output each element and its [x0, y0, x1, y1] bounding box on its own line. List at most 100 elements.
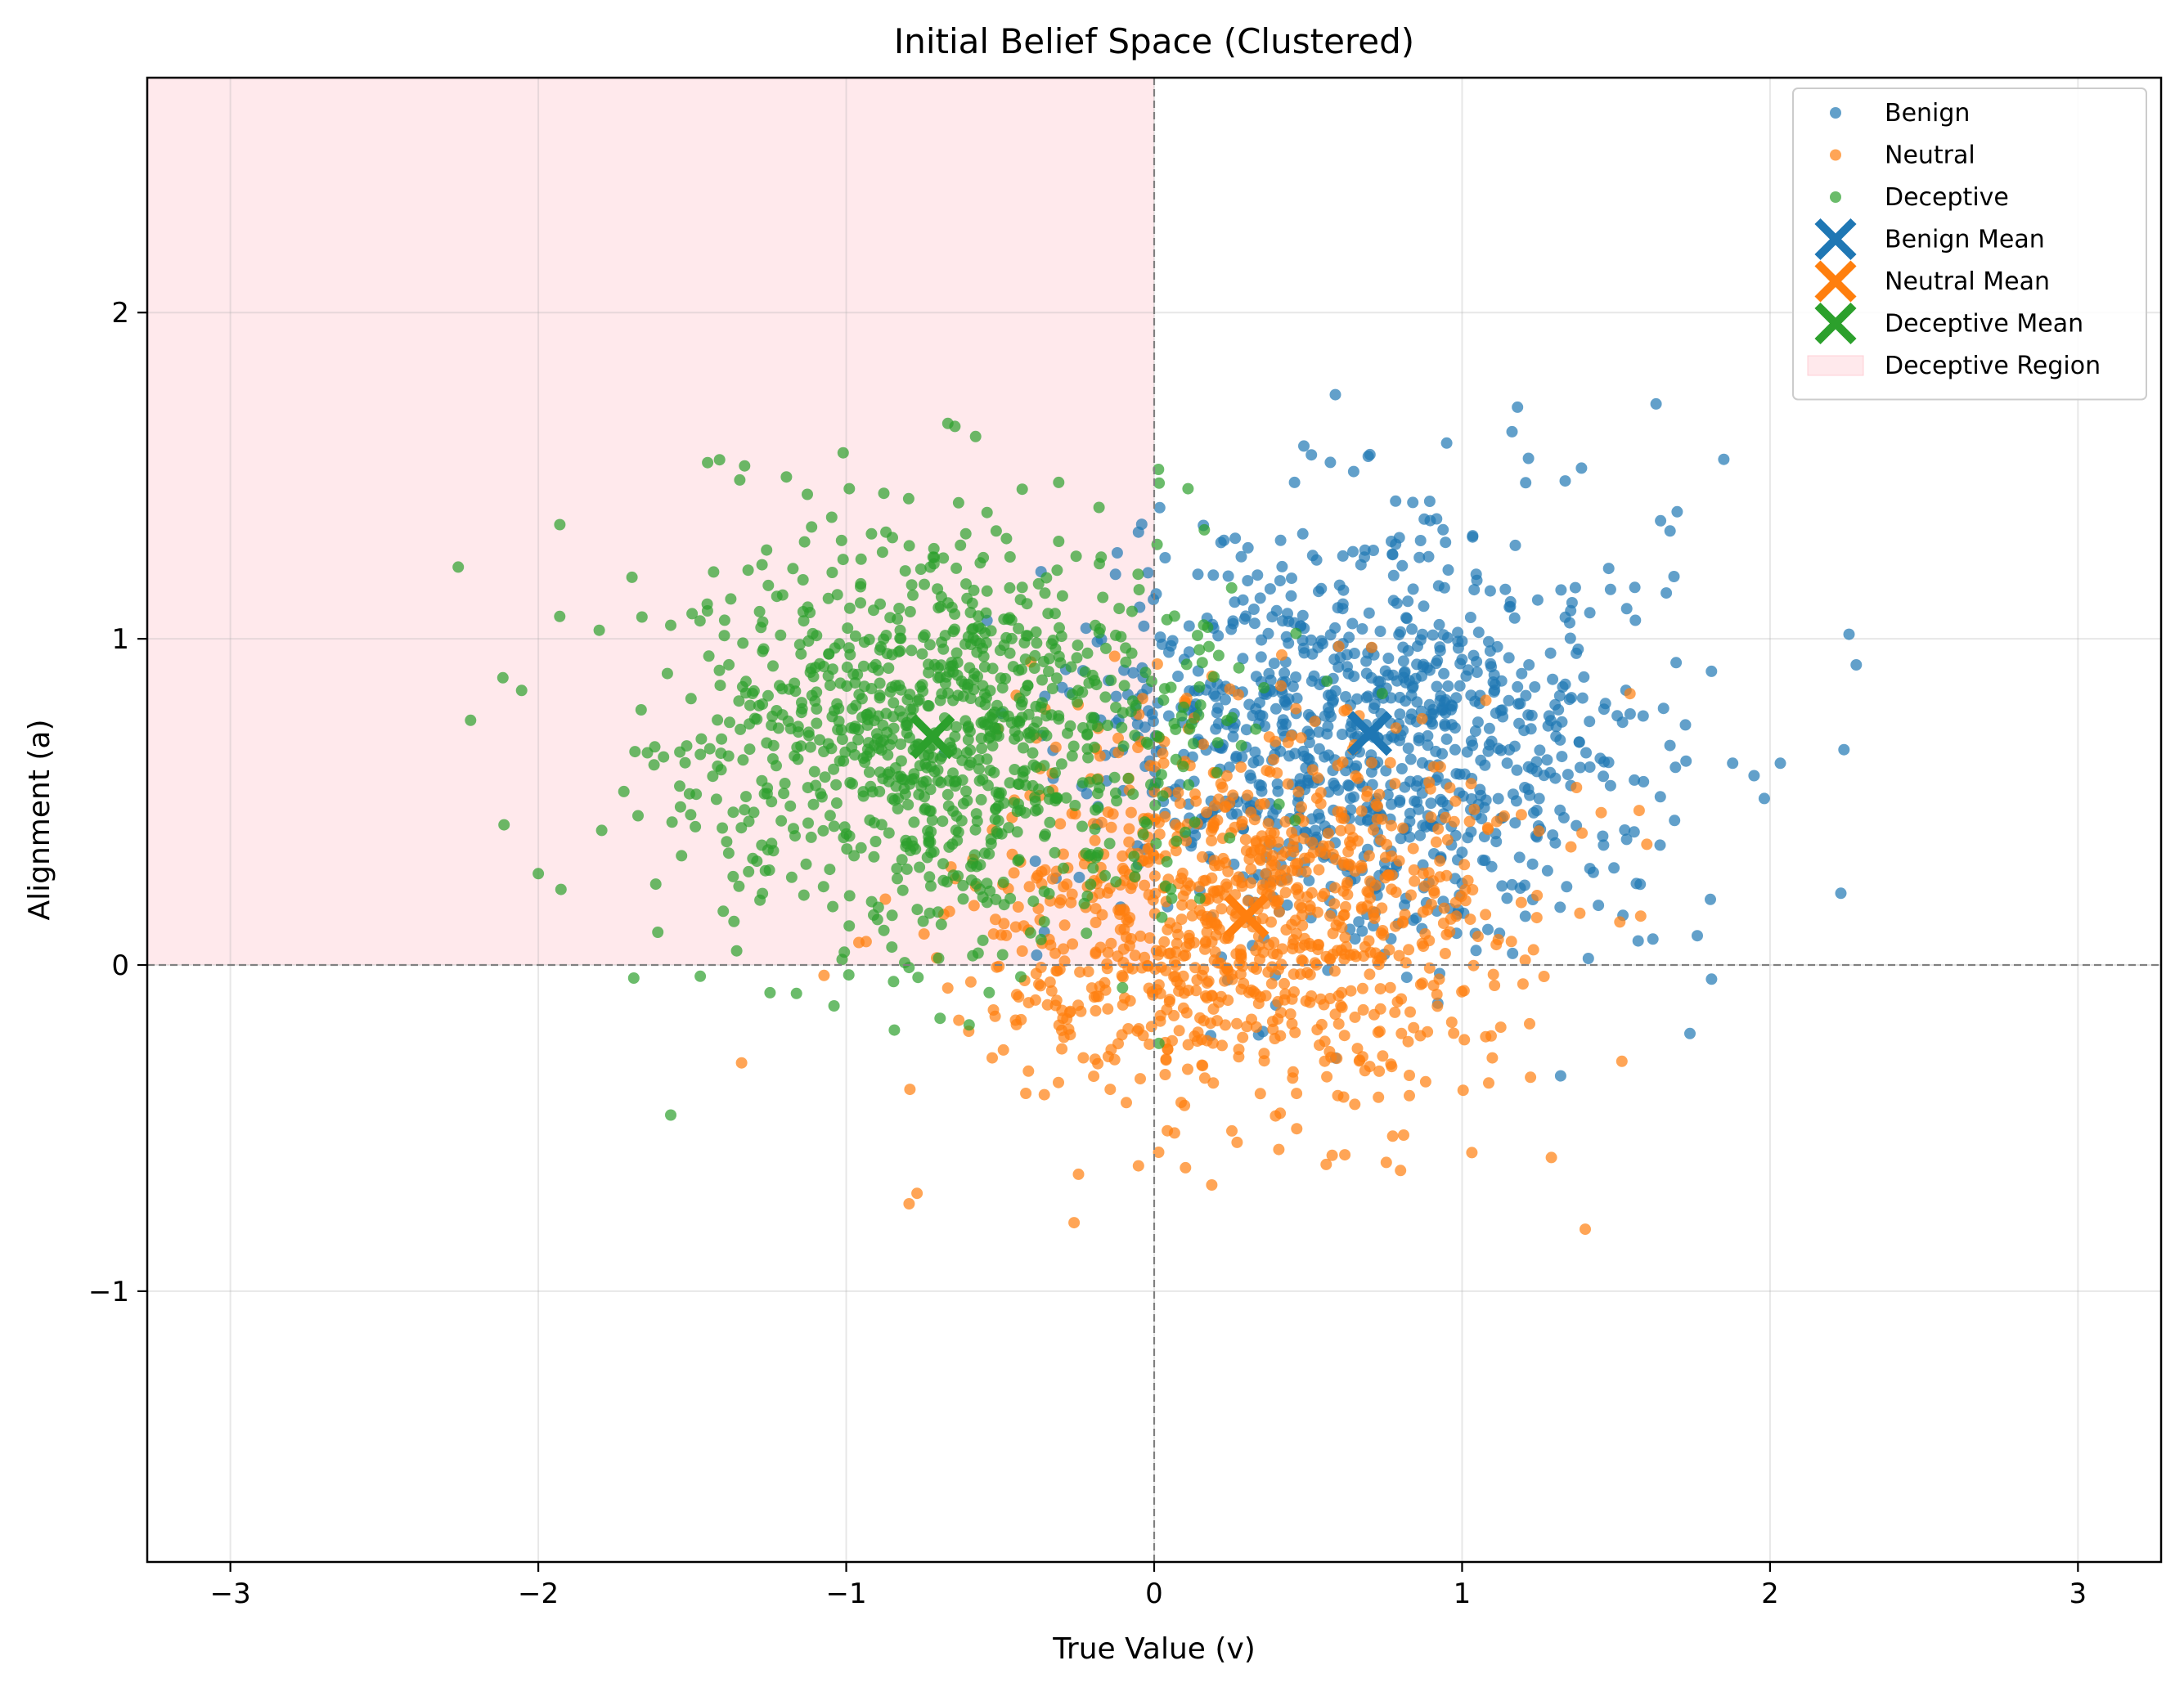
deceptive-point: [896, 854, 908, 866]
benign-point: [1547, 673, 1559, 685]
deceptive-point: [1152, 777, 1164, 789]
benign-point: [1578, 671, 1590, 683]
deceptive-point: [1029, 649, 1041, 662]
deceptive-point: [923, 658, 934, 671]
deceptive-point: [1129, 871, 1141, 883]
deceptive-point: [952, 496, 964, 509]
benign-point: [1512, 680, 1524, 693]
deceptive-point: [923, 639, 936, 651]
neutral-point: [1180, 1161, 1192, 1174]
deceptive-point: [850, 699, 862, 711]
deceptive-point: [923, 837, 935, 849]
benign-point: [1553, 689, 1566, 702]
neutral-point: [1580, 1223, 1591, 1236]
neutral-point: [1201, 806, 1212, 819]
deceptive-point: [974, 637, 986, 649]
deceptive-point: [1178, 701, 1189, 713]
neutral-point: [1264, 877, 1276, 890]
deceptive-point: [928, 846, 940, 858]
benign-point: [1475, 754, 1487, 766]
benign-point: [1283, 750, 1296, 762]
deceptive-point: [937, 552, 950, 564]
neutral-point: [1220, 770, 1233, 782]
neutral-point: [1641, 838, 1653, 850]
neutral-point: [1571, 782, 1583, 793]
neutral-point: [1102, 806, 1114, 819]
neutral-point: [1339, 1149, 1351, 1161]
deceptive-point: [1142, 738, 1154, 750]
deceptive-point: [1081, 927, 1093, 940]
neutral-point: [1380, 1156, 1392, 1169]
deceptive-point: [713, 664, 726, 676]
deceptive-point: [1000, 532, 1013, 545]
deceptive-point: [1032, 577, 1045, 590]
deceptive-point: [907, 589, 919, 601]
neutral-point: [1397, 822, 1409, 834]
neutral-point: [964, 976, 977, 988]
neutral-point: [1355, 805, 1368, 817]
benign-point: [1421, 662, 1433, 674]
deceptive-point: [1184, 723, 1196, 735]
neutral-point: [1368, 824, 1379, 836]
deceptive-point: [498, 819, 510, 831]
neutral-point: [1300, 865, 1312, 877]
deceptive-point: [843, 482, 856, 495]
benign-point: [1507, 947, 1519, 959]
neutral-point: [1458, 1034, 1471, 1046]
deceptive-point: [728, 915, 740, 927]
neutral-point: [1256, 913, 1269, 925]
deceptive-point: [1161, 855, 1173, 868]
deceptive-point: [811, 702, 823, 715]
neutral-point: [1102, 1003, 1114, 1015]
deceptive-point: [849, 677, 861, 689]
deceptive-point: [807, 798, 820, 810]
deceptive-point: [593, 624, 605, 636]
deceptive-point: [766, 753, 779, 765]
benign-point: [1080, 622, 1092, 635]
neutral-point: [1524, 1017, 1535, 1030]
benign-point: [1323, 749, 1335, 761]
benign-point: [1434, 644, 1446, 657]
benign-point: [1513, 851, 1526, 864]
neutral-point: [1395, 993, 1408, 1005]
neutral-point: [1438, 902, 1450, 914]
benign-point: [1440, 437, 1453, 449]
neutral-point: [1320, 950, 1332, 963]
neutral-point: [1051, 965, 1063, 977]
deceptive-point: [766, 710, 779, 722]
deceptive-point: [923, 907, 936, 919]
deceptive-point: [899, 788, 911, 801]
deceptive-point: [841, 661, 853, 673]
neutral-point: [1101, 886, 1113, 899]
deceptive-point: [740, 791, 752, 803]
benign-point: [1514, 882, 1526, 894]
deceptive-point: [737, 637, 749, 649]
neutral-point: [1350, 770, 1362, 782]
benign-point: [1843, 628, 1855, 640]
benign-point: [1488, 686, 1500, 698]
benign-point: [1328, 653, 1341, 666]
deceptive-point: [984, 730, 996, 743]
benign-point: [1382, 653, 1395, 664]
benign-point: [1183, 620, 1195, 632]
neutral-point: [1263, 939, 1275, 951]
deceptive-point: [978, 661, 991, 673]
neutral-point: [1545, 1151, 1557, 1164]
neutral-point: [1157, 757, 1170, 770]
deceptive-point: [1127, 788, 1139, 801]
deceptive-point: [1053, 650, 1065, 662]
x-tick-label: 0: [1145, 1578, 1163, 1610]
deceptive-point: [789, 677, 801, 689]
neutral-point: [1064, 1005, 1076, 1017]
neutral-point: [911, 1187, 923, 1200]
deceptive-point: [694, 748, 707, 761]
deceptive-point: [1029, 795, 1041, 807]
deceptive-point: [992, 815, 1004, 827]
benign-point: [1351, 693, 1363, 705]
deceptive-point: [936, 636, 948, 649]
neutral-point: [1327, 927, 1339, 940]
benign-point: [1274, 575, 1286, 587]
neutral-mean-marker: [1224, 893, 1270, 939]
deceptive-point: [952, 689, 964, 702]
neutral-point: [1431, 1000, 1444, 1012]
